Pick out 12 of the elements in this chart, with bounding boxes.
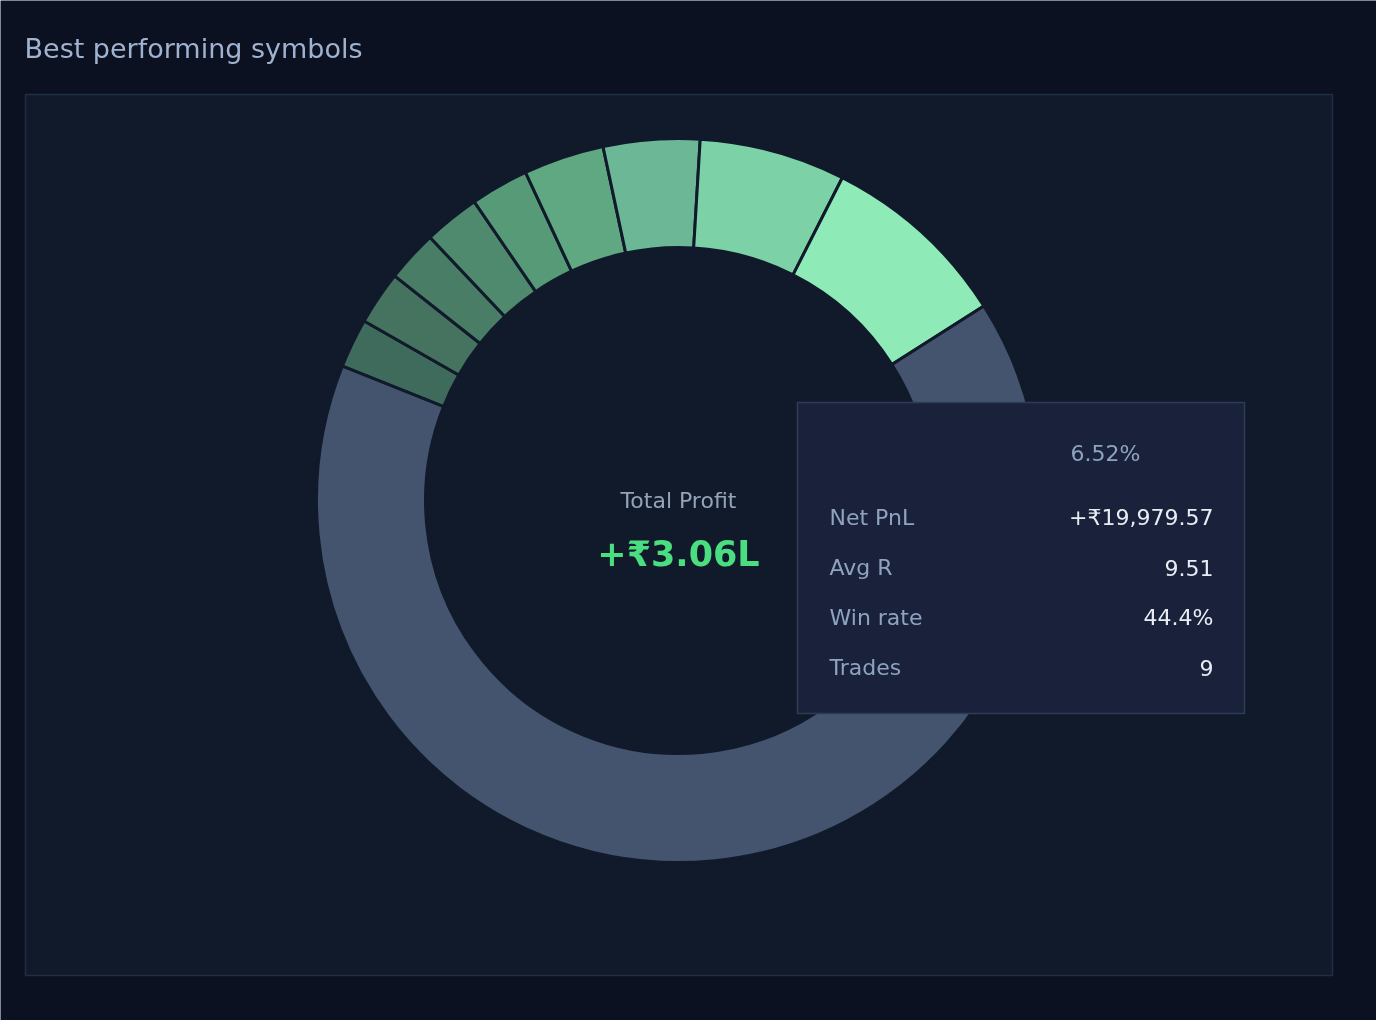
text: Win rate (829, 605, 923, 630)
text: 44.4% (1143, 605, 1214, 630)
text: 9.51 (1164, 555, 1214, 581)
text: Trades (828, 655, 902, 680)
text: 9 (1199, 655, 1214, 681)
text: Avg R (829, 555, 893, 580)
text: Total Profit (619, 488, 737, 513)
chart-title: Best performing symbols (24, 33, 363, 64)
text: 6.52% (1070, 441, 1141, 466)
text: +₹19,979.57 (1069, 505, 1214, 530)
text: +₹3.06L (597, 533, 760, 574)
text: Net PnL (829, 505, 915, 530)
